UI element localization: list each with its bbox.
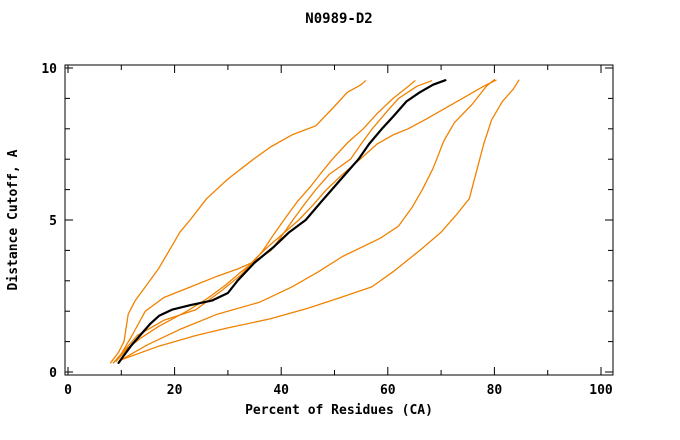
x-tick-label: 40 — [273, 383, 289, 398]
x-tick-label: 0 — [64, 383, 72, 398]
curve-orange-model-6-slowest — [120, 79, 520, 361]
axis-ticks — [65, 65, 613, 375]
x-tick-label: 20 — [167, 383, 183, 398]
y-tick-label: 10 — [41, 62, 57, 77]
axis-tick-labels: 0 20 40 60 80 100 0 5 10 — [41, 62, 613, 398]
curve-orange-model-1-best — [109, 80, 367, 364]
x-tick-label: 80 — [487, 383, 503, 398]
curve-orange-model-3 — [115, 80, 433, 363]
curve-orange-model-5 — [120, 78, 496, 361]
y-tick-label: 5 — [49, 214, 57, 229]
x-tick-label: 100 — [589, 383, 613, 398]
y-axis-label: Distance Cutoff, A — [6, 149, 21, 290]
y-tick-label: 0 — [49, 366, 57, 381]
x-tick-label: 60 — [380, 383, 396, 398]
curve-orange-model-4 — [115, 79, 497, 363]
x-axis-label: Percent of Residues (CA) — [245, 403, 433, 418]
curve-orange-model-2 — [112, 80, 416, 364]
chart-title: N0989-D2 — [305, 11, 372, 27]
model-curves — [109, 78, 520, 364]
curve-black-reference-curve — [117, 79, 447, 364]
